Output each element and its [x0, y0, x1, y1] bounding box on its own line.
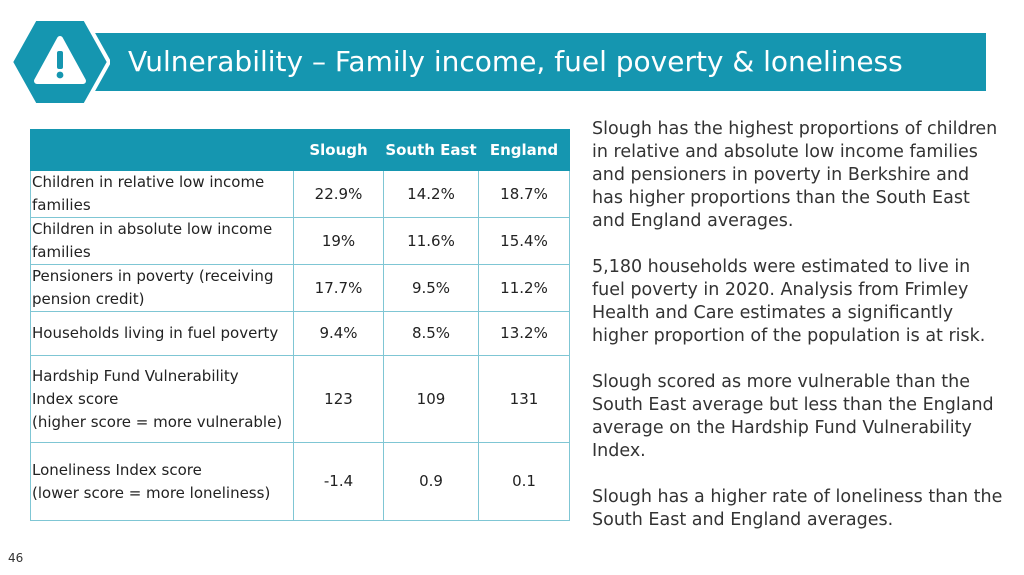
- cell-value: 9.5%: [383, 264, 479, 312]
- table-row: Loneliness Index score (lower score = mo…: [30, 442, 570, 521]
- table-row: Children in absolute low income families…: [30, 217, 570, 265]
- summary-paragraph: Slough has the highest proportions of ch…: [592, 119, 998, 231]
- row-label-line: Loneliness Index score: [32, 460, 202, 479]
- cell-value: 131: [478, 355, 570, 443]
- cell-value: -1.4: [293, 442, 384, 521]
- cell-value: 18.7%: [478, 170, 570, 218]
- table-row: Pensioners in poverty (receiving pension…: [30, 264, 570, 312]
- summary-paragraph: 5,180 households were estimated to live …: [592, 257, 986, 346]
- column-header: [30, 129, 294, 171]
- title-banner: Vulnerability – Family income, fuel pove…: [30, 33, 986, 91]
- table-row: Hardship Fund Vulnerability Index score …: [30, 355, 570, 443]
- cell-value: 123: [293, 355, 384, 443]
- row-label: Loneliness Index score (lower score = mo…: [30, 442, 294, 521]
- cell-value: 0.1: [478, 442, 570, 521]
- table-header-row: Slough South East England: [30, 129, 570, 171]
- warning-icon: [8, 17, 112, 107]
- row-label: Households living in fuel poverty: [30, 311, 294, 356]
- page-number: 46: [8, 551, 24, 565]
- cell-value: 8.5%: [383, 311, 479, 356]
- cell-value: 11.6%: [383, 217, 479, 265]
- column-header: England: [478, 129, 570, 171]
- cell-value: 19%: [293, 217, 384, 265]
- row-label-line: Index score: [32, 389, 119, 408]
- row-label-line: (higher score = more vulnerable): [32, 412, 283, 431]
- row-label: Hardship Fund Vulnerability Index score …: [30, 355, 294, 443]
- column-header: South East: [383, 129, 479, 171]
- cell-value: 14.2%: [383, 170, 479, 218]
- cell-value: 13.2%: [478, 311, 570, 356]
- row-label-line: (lower score = more loneliness): [32, 483, 271, 502]
- summary-paragraph: Slough scored as more vulnerable than th…: [592, 372, 994, 461]
- cell-value: 15.4%: [478, 217, 570, 265]
- cell-value: 11.2%: [478, 264, 570, 312]
- cell-value: 22.9%: [293, 170, 384, 218]
- summary-text: Slough has the highest proportions of ch…: [592, 118, 1004, 532]
- row-label-line: Hardship Fund Vulnerability: [32, 366, 239, 385]
- row-label: Children in relative low income families: [30, 170, 294, 218]
- cell-value: 17.7%: [293, 264, 384, 312]
- summary-paragraph: Slough has a higher rate of loneliness t…: [592, 487, 1003, 530]
- column-header: Slough: [293, 129, 384, 171]
- cell-value: 109: [383, 355, 479, 443]
- cell-value: 9.4%: [293, 311, 384, 356]
- row-label: Children in absolute low income families: [30, 217, 294, 265]
- warning-badge: [8, 17, 112, 107]
- vulnerability-table: Slough South East England Children in re…: [30, 129, 570, 521]
- table-row: Children in relative low income families…: [30, 170, 570, 218]
- row-label: Pensioners in poverty (receiving pension…: [30, 264, 294, 312]
- page-title: Vulnerability – Family income, fuel pove…: [128, 45, 903, 78]
- table-row: Households living in fuel poverty 9.4% 8…: [30, 311, 570, 356]
- cell-value: 0.9: [383, 442, 479, 521]
